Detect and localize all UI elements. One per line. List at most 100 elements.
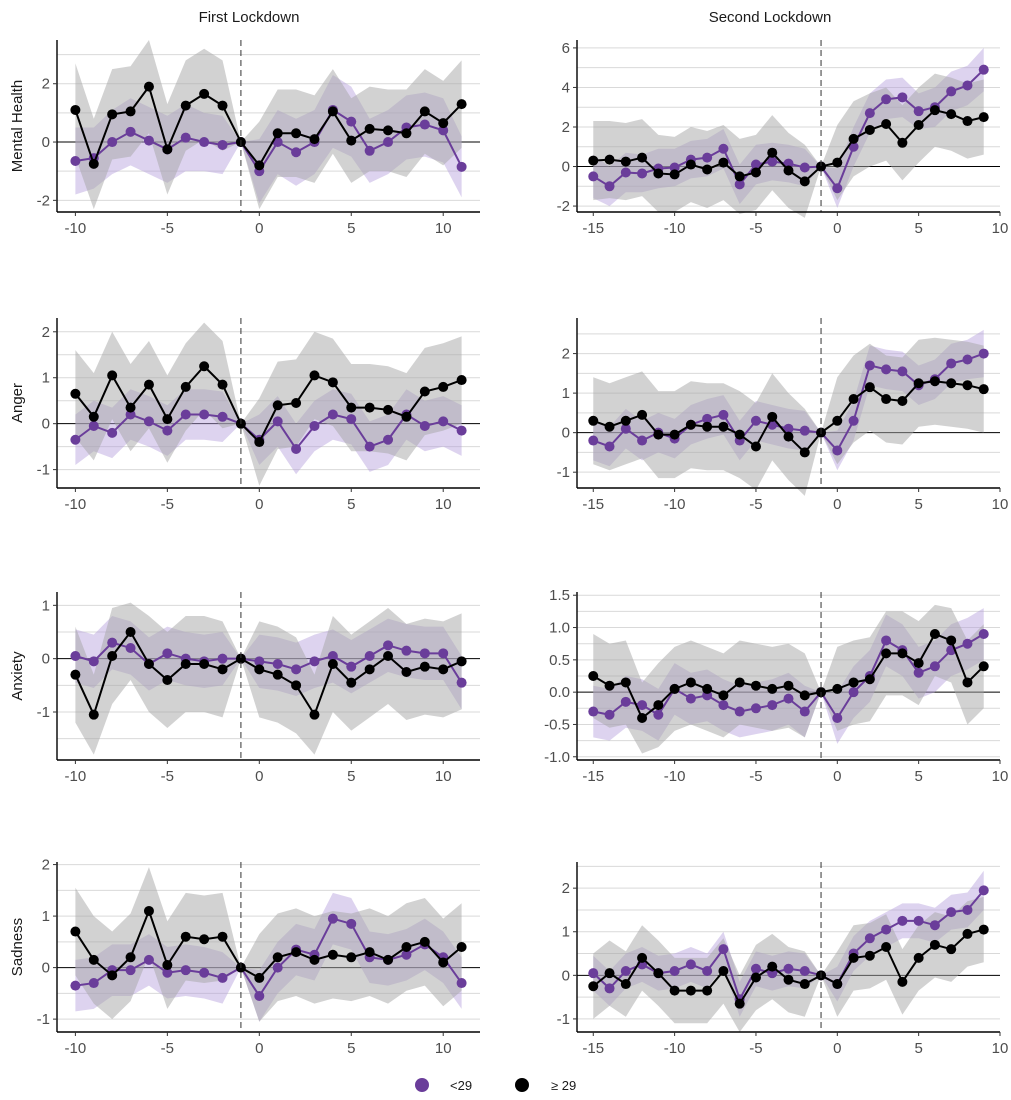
- data-point-29-plus: [864, 124, 875, 135]
- data-point-under-29: [88, 978, 99, 989]
- data-point-29-plus: [604, 680, 615, 691]
- x-tick-label: -10: [664, 768, 686, 785]
- data-point-under-29: [70, 434, 81, 445]
- x-tick-label: -10: [65, 1040, 87, 1057]
- data-point-29-plus: [702, 683, 713, 694]
- data-point-29-plus: [946, 378, 957, 389]
- data-point-29-plus: [897, 648, 908, 659]
- data-point-29-plus: [70, 926, 81, 937]
- data-point-under-29: [419, 420, 430, 431]
- data-point-29-plus: [588, 155, 599, 166]
- data-point-29-plus: [272, 400, 283, 411]
- data-point-29-plus: [864, 950, 875, 961]
- data-point-29-plus: [217, 931, 228, 942]
- data-point-under-29: [881, 94, 892, 105]
- y-tick-label: 0: [42, 134, 50, 151]
- data-point-under-29: [199, 409, 210, 420]
- y-tick-label: 1: [562, 385, 570, 402]
- data-point-under-29: [978, 348, 989, 359]
- row-label-mental-health: Mental Health: [9, 80, 26, 173]
- series-line-under-29: [75, 917, 463, 998]
- data-point-29-plus: [832, 157, 843, 168]
- data-point-under-29: [637, 168, 648, 179]
- data-point-under-29: [291, 443, 302, 454]
- data-point-29-plus: [881, 119, 892, 130]
- data-point-29-plus: [881, 648, 892, 659]
- data-point-29-plus: [88, 954, 99, 965]
- data-point-under-29: [401, 949, 412, 960]
- data-point-29-plus: [88, 158, 99, 169]
- x-tick-label: -5: [161, 1040, 174, 1057]
- data-point-29-plus: [364, 402, 375, 413]
- confidence-band-29-plus: [75, 40, 462, 210]
- data-point-under-29: [401, 645, 412, 656]
- data-point-29-plus: [162, 960, 173, 971]
- data-point-under-29: [604, 181, 615, 192]
- data-point-29-plus: [978, 112, 989, 123]
- data-point-29-plus: [107, 370, 118, 381]
- y-tick-label: -1: [37, 462, 50, 479]
- data-point-under-29: [143, 416, 154, 427]
- data-point-29-plus: [401, 667, 412, 677]
- data-point-29-plus: [419, 661, 430, 672]
- data-point-29-plus: [620, 677, 631, 688]
- data-point-29-plus: [978, 384, 989, 395]
- y-tick-label: 0.0: [549, 684, 570, 701]
- data-point-under-29: [929, 920, 940, 931]
- x-tick-label: -5: [749, 1040, 762, 1057]
- data-point-29-plus: [456, 375, 467, 386]
- x-tick-label: 0: [833, 220, 841, 237]
- data-point-29-plus: [637, 713, 648, 723]
- series-line-29-plus: [74, 908, 463, 980]
- y-tick-label: 1: [562, 924, 570, 941]
- confidence-band-29-plus: [75, 867, 462, 1022]
- data-point-under-29: [637, 435, 648, 446]
- y-tick-label: 6: [562, 40, 570, 57]
- data-point-29-plus: [702, 421, 713, 432]
- y-tick-label: 2: [562, 119, 570, 136]
- y-tick-label: -1: [557, 464, 570, 481]
- data-point-29-plus: [272, 669, 283, 680]
- data-point-under-29: [669, 162, 680, 173]
- data-point-under-29: [783, 158, 794, 169]
- panel-6: -1.0 -0.5 0.0 0.5 1.0 1.5 -15 -10 -5 0 5 10: [544, 587, 1008, 785]
- data-point-29-plus: [637, 152, 648, 163]
- data-point-under-29: [217, 972, 228, 983]
- data-point-under-29: [832, 445, 843, 456]
- data-point-29-plus: [309, 709, 320, 720]
- data-point-29-plus: [346, 952, 357, 963]
- data-point-29-plus: [929, 376, 940, 387]
- y-tick-label: 2: [42, 857, 50, 874]
- data-point-under-29: [799, 706, 810, 717]
- x-tick-label: 0: [255, 768, 263, 785]
- data-point-under-29: [653, 709, 664, 720]
- data-point-29-plus: [946, 635, 957, 646]
- x-tick-label: 10: [435, 220, 452, 237]
- data-point-29-plus: [401, 128, 412, 139]
- data-point-under-29: [946, 907, 957, 918]
- y-tick-label: 0: [42, 651, 50, 668]
- x-tick-label: 5: [347, 1040, 355, 1057]
- data-point-29-plus: [309, 954, 320, 965]
- data-point-under-29: [383, 137, 394, 148]
- data-point-29-plus: [419, 386, 430, 397]
- data-point-29-plus: [272, 128, 283, 139]
- data-point-29-plus: [107, 970, 118, 981]
- data-point-29-plus: [978, 924, 989, 935]
- y-tick-label: -1.0: [544, 749, 570, 766]
- data-point-29-plus: [588, 981, 599, 992]
- x-tick-label: 10: [992, 1040, 1009, 1057]
- data-point-29-plus: [217, 100, 228, 111]
- data-point-29-plus: [309, 134, 320, 145]
- data-point-29-plus: [734, 429, 745, 440]
- data-point-29-plus: [718, 421, 729, 432]
- data-point-29-plus: [864, 382, 875, 393]
- legend-young-label: <29: [450, 1078, 472, 1093]
- data-point-under-29: [604, 441, 615, 452]
- x-tick-label: -5: [749, 496, 762, 513]
- data-point-29-plus: [653, 429, 664, 440]
- data-point-29-plus: [750, 972, 761, 983]
- data-point-29-plus: [419, 936, 430, 947]
- data-point-29-plus: [929, 105, 940, 116]
